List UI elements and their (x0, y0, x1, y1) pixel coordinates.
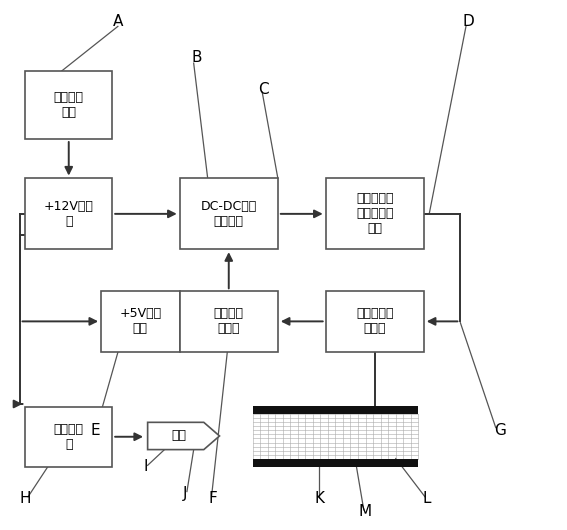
Bar (180, 291, 278, 351)
Bar (26, 407, 112, 467)
Text: 喷嘴: 喷嘴 (171, 429, 186, 443)
Text: A: A (113, 14, 123, 29)
Text: C: C (259, 82, 269, 97)
Text: B: B (191, 50, 202, 65)
Text: D: D (463, 14, 475, 29)
Text: F: F (209, 491, 218, 506)
Text: DC-DC升压
驱动模块: DC-DC升压 驱动模块 (201, 200, 257, 228)
Bar (325, 179, 424, 249)
Text: 高压脉冲变
压器（高压
包）: 高压脉冲变 压器（高压 包） (356, 192, 393, 235)
Bar (325, 291, 424, 351)
Text: I: I (143, 460, 148, 474)
Bar (180, 179, 278, 249)
Bar (26, 179, 112, 249)
Polygon shape (147, 422, 219, 449)
Text: H: H (19, 491, 31, 506)
Text: G: G (494, 423, 506, 438)
Text: E: E (91, 423, 100, 438)
Text: M: M (358, 504, 371, 519)
Bar (253, 458, 418, 467)
Bar (253, 406, 418, 414)
Text: J: J (183, 485, 188, 501)
Text: 单片机控
制模块: 单片机控 制模块 (214, 307, 244, 335)
Text: +12V蓄电
池: +12V蓄电 池 (44, 200, 94, 228)
Bar (26, 71, 112, 139)
Text: 电压电流采
样模块: 电压电流采 样模块 (356, 307, 393, 335)
Text: 水雾化模
块: 水雾化模 块 (54, 423, 84, 450)
Text: 太阳能电
池板: 太阳能电 池板 (54, 91, 84, 119)
Text: L: L (422, 491, 431, 506)
Text: K: K (315, 491, 325, 506)
Bar (101, 291, 180, 351)
Text: +5V稳压
模块: +5V稳压 模块 (119, 307, 162, 335)
